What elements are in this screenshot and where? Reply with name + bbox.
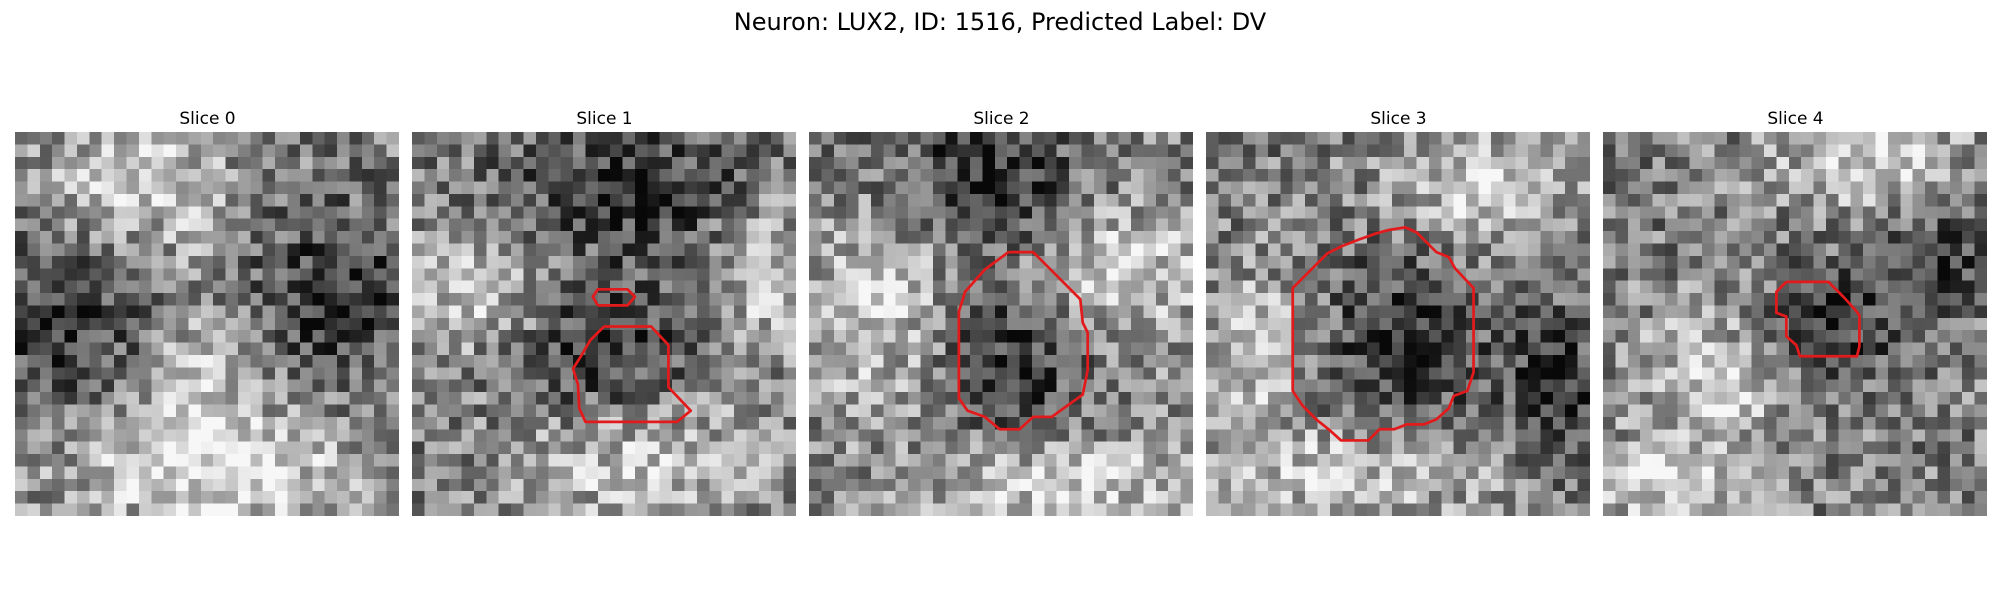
roi-contour-1 bbox=[571, 325, 693, 424]
roi-contour-0 bbox=[591, 287, 637, 307]
roi-contour-0 bbox=[1775, 280, 1861, 358]
panel-slice-2: Slice 2 bbox=[809, 106, 1194, 516]
pixel-grid bbox=[1206, 132, 1590, 516]
roi-contour-0 bbox=[957, 250, 1090, 431]
panel-title: Slice 1 bbox=[576, 109, 633, 129]
slice-image bbox=[412, 132, 796, 516]
pixel-grid bbox=[809, 132, 1193, 516]
roi-contour-0 bbox=[1291, 226, 1475, 442]
panel-slice-0: Slice 0 bbox=[15, 106, 400, 516]
slice-image bbox=[1603, 132, 1987, 516]
panel-slice-4: Slice 4 bbox=[1603, 106, 1988, 516]
slice-image bbox=[809, 132, 1193, 516]
slice-image bbox=[1206, 132, 1590, 516]
panel-slice-1: Slice 1 bbox=[412, 106, 797, 516]
pixel-grid bbox=[15, 132, 399, 516]
panel-title: Slice 4 bbox=[1767, 109, 1824, 129]
pixel-grid bbox=[412, 132, 796, 516]
pixel-grid bbox=[1603, 132, 1987, 516]
panel-slice-3: Slice 3 bbox=[1206, 106, 1591, 516]
panel-title: Slice 2 bbox=[973, 109, 1030, 129]
panel-title: Slice 0 bbox=[179, 109, 236, 129]
panel-title: Slice 3 bbox=[1370, 109, 1427, 129]
slice-image bbox=[15, 132, 399, 516]
figure-title: Neuron: LUX2, ID: 1516, Predicted Label:… bbox=[733, 8, 1267, 36]
